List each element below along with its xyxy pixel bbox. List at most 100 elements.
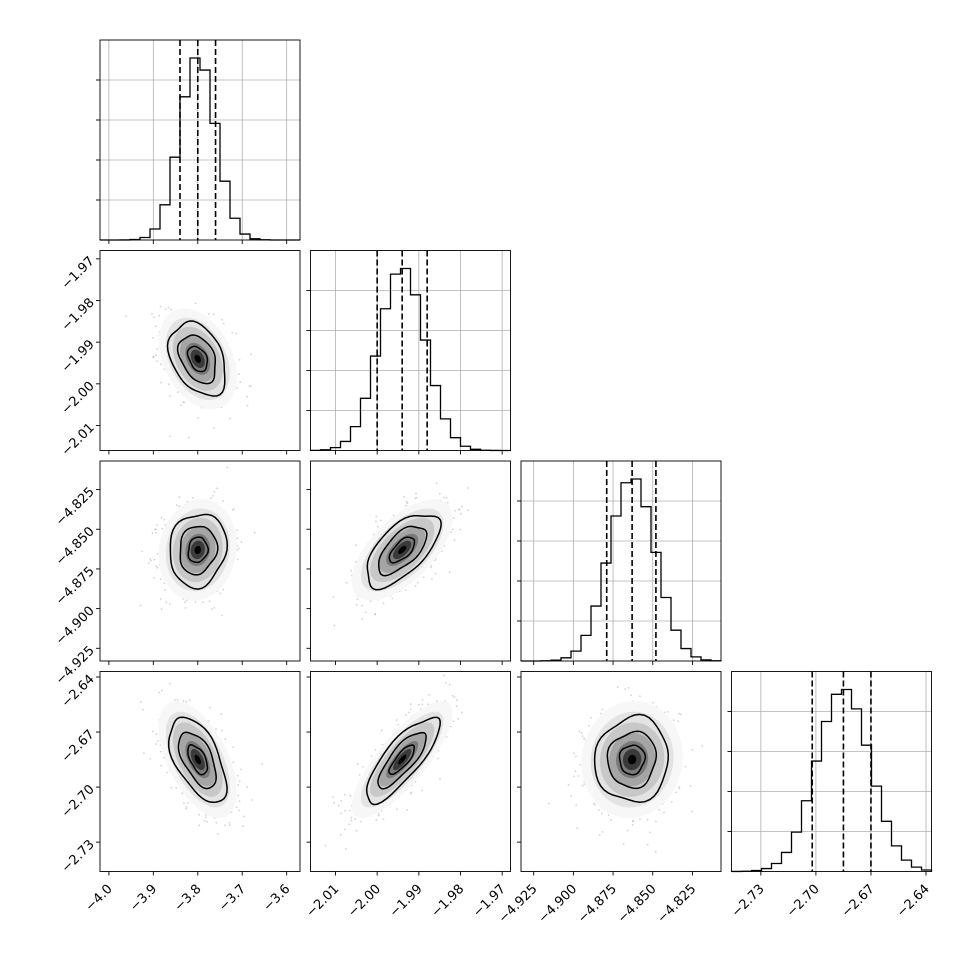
scatter-point [348, 823, 350, 826]
scatter-point [404, 589, 407, 591]
scatter-point [436, 700, 438, 703]
scatter-point [180, 404, 183, 407]
scatter-point [338, 804, 340, 807]
scatter-point [139, 604, 142, 607]
scatter-point [459, 528, 462, 531]
scatter-point [356, 598, 359, 600]
scatter-point [240, 541, 243, 543]
contour-line-1 [377, 731, 427, 790]
scatter-point [405, 500, 408, 503]
scatter-point [236, 386, 238, 389]
scatter-point [222, 322, 225, 325]
scatter-point [232, 746, 234, 748]
scatter-point [156, 552, 159, 555]
scatter-point [663, 811, 665, 814]
y-tick-label: −4.900 [53, 604, 98, 649]
scatter-point [170, 786, 173, 789]
scatter-point [155, 531, 158, 534]
scatter-point [576, 827, 579, 830]
scatter-point [152, 730, 154, 733]
scatter-point [459, 512, 462, 515]
hist-panel-3 [727, 671, 933, 876]
scatter-point [679, 713, 682, 716]
scatter-point [151, 312, 153, 315]
scatter-point [583, 783, 586, 785]
scatter-point [235, 806, 238, 808]
y-tick-label: −1.99 [59, 337, 98, 376]
scatter-point [639, 818, 641, 821]
scatter-point [236, 558, 239, 561]
scatter-point [415, 496, 418, 499]
scatter-point [203, 819, 206, 822]
scatter-point [417, 581, 419, 584]
scatter-point [242, 825, 244, 828]
scatter-point [226, 466, 229, 469]
x-tick-label: −3.6 [261, 882, 294, 915]
x-tick-label: −2.00 [345, 882, 384, 921]
scatter-point [222, 588, 225, 591]
scatter-point [421, 699, 424, 701]
scatter-point [167, 383, 170, 386]
density-panel-3-0 [96, 671, 301, 876]
scatter-point [570, 795, 573, 797]
scatter-point [156, 524, 159, 526]
contour-line-0 [388, 536, 416, 564]
y-tick-label: −4.875 [53, 564, 98, 609]
scatter-point [152, 356, 155, 359]
scatter-point [672, 719, 675, 721]
scatter-point [349, 809, 351, 812]
scatter-point [646, 843, 649, 846]
scatter-point [375, 819, 378, 821]
scatter-point [460, 711, 463, 714]
scatter-point [450, 531, 452, 533]
scatter-point [410, 791, 413, 794]
scatter-point [355, 829, 358, 832]
scatter-point [349, 794, 352, 797]
scatter-point [350, 816, 353, 819]
scatter-point [157, 740, 159, 742]
scatter-point [221, 318, 224, 321]
scatter-point [691, 810, 693, 813]
scatter-point [627, 687, 630, 689]
panel-content [548, 686, 704, 853]
hist-panel-2 [517, 460, 722, 665]
scatter-point [333, 801, 336, 804]
scatter-point [361, 618, 364, 620]
contour-line-2 [366, 515, 442, 591]
scatter-point [158, 691, 161, 694]
scatter-point [600, 712, 602, 715]
scatter-point [175, 504, 178, 507]
scatter-point [181, 792, 184, 795]
x-tick-label: −1.99 [387, 882, 426, 921]
scatter-point [374, 613, 377, 616]
x-tick-label: −4.825 [655, 882, 700, 927]
scatter-point [610, 819, 612, 821]
scatter-point [601, 831, 604, 833]
scatter-point [409, 708, 412, 711]
x-tick-label: −4.875 [575, 882, 620, 927]
scatter-point [332, 596, 335, 598]
scatter-point [333, 624, 336, 627]
scatter-point [355, 544, 357, 547]
panel-content [324, 674, 463, 850]
scatter-point [467, 487, 469, 489]
scatter-point [187, 802, 190, 804]
scatter-point [364, 611, 367, 614]
scatter-point [154, 528, 157, 531]
y-tick-label: −1.98 [59, 296, 98, 335]
scatter-point [222, 500, 224, 502]
scatter-point [189, 699, 191, 702]
histogram-step-1 [309, 267, 512, 452]
scatter-point [197, 417, 199, 419]
scatter-point [455, 705, 458, 707]
scatter-point [583, 737, 585, 740]
histogram-step-0 [100, 57, 300, 241]
scatter-point [446, 501, 449, 504]
scatter-point [422, 576, 425, 579]
scatter-point [198, 824, 201, 827]
scatter-point [436, 757, 439, 760]
scatter-point [163, 518, 166, 521]
scatter-point [243, 815, 245, 818]
contour-line-2 [365, 716, 441, 806]
scatter-point [588, 724, 590, 727]
